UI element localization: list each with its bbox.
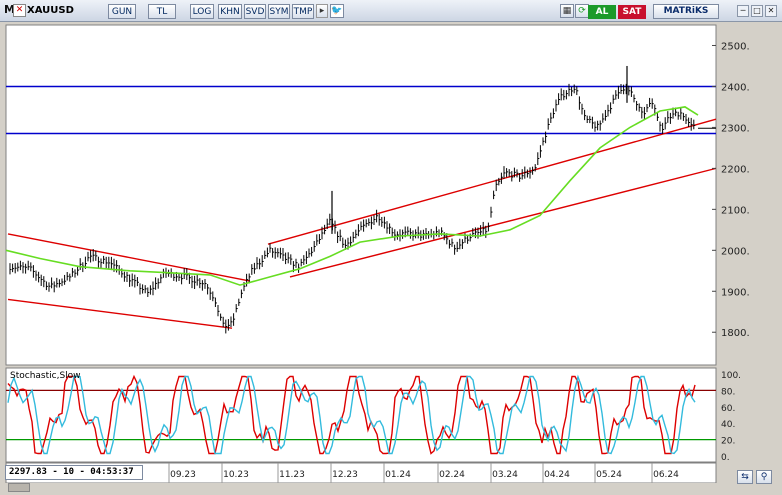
up-channel-lower	[289, 167, 717, 278]
stochastic-d-line	[7, 374, 696, 455]
stochastic-axis-label: 40.	[721, 420, 735, 430]
time-axis-label: 10.23	[223, 470, 249, 480]
restore-icon[interactable]: □	[751, 5, 763, 17]
svd-button[interactable]: SVD	[244, 4, 266, 19]
refresh-icon[interactable]: ⟳	[575, 4, 589, 18]
time-axis-label: 05.24	[596, 470, 622, 480]
menu-letter[interactable]: M	[4, 3, 15, 16]
daily-period-button[interactable]: GUN	[108, 4, 136, 19]
stochastic-panel	[5, 367, 717, 463]
stochastic-axis-label: 60.	[721, 404, 735, 414]
price-axis-label: 2000.	[721, 246, 750, 257]
price-axis-label: 2400.	[721, 82, 750, 93]
sell-button[interactable]: SAT	[618, 5, 646, 19]
twitter-icon[interactable]: 🐦	[330, 4, 344, 18]
stochastic-axis-label: 100.	[721, 371, 741, 381]
stochastic-indicator-label: Stochastic,Slow	[10, 371, 81, 381]
up-channel-upper	[267, 118, 717, 245]
price-axis-label: 2200.	[721, 164, 750, 175]
currency-tl-button[interactable]: TL	[148, 4, 176, 19]
close-icon[interactable]: ✕	[765, 5, 777, 17]
price-status-readout: 2297.83 - 10 - 04:53:37	[5, 465, 143, 480]
price-axis-label: 1800.	[721, 328, 750, 339]
chart-toolbar: M ✕ XAUUSD GUN TL LOG KHN SVD SYM TMP ▸ …	[0, 0, 782, 22]
down-channel-lower	[7, 298, 233, 329]
buy-button[interactable]: AL	[588, 5, 616, 19]
main-panel	[5, 24, 717, 366]
time-axis-label: 02.24	[439, 470, 465, 480]
matriks-brand: MATRiKS	[653, 4, 719, 19]
time-axis-label: 03.24	[492, 470, 518, 480]
stochastic-axis-label: 80.	[721, 387, 735, 397]
price-axis-label: 1900.	[721, 287, 750, 298]
price-axis-label: 2300.	[721, 123, 750, 134]
stochastic-axis-label: 20.	[721, 437, 735, 447]
scroll-sync-icon[interactable]: ⇆	[737, 470, 753, 484]
time-axis-label: 12.23	[332, 470, 358, 480]
price-chart[interactable]: 2500. 2400. 2300. 2200. 2100. 2000. 1900. 1800.…	[0, 22, 782, 484]
stochastic-axis-label: 0.	[721, 453, 730, 463]
minimize-icon[interactable]: ─	[737, 5, 749, 17]
zoom-icon[interactable]: ⚲	[756, 470, 772, 484]
price-axis-label: 2500.	[721, 41, 750, 52]
time-axis-label: 11.23	[279, 470, 305, 480]
horizontal-scrollbar[interactable]	[0, 483, 782, 495]
scrollbar-thumb[interactable]	[8, 483, 30, 492]
down-channel-upper	[7, 233, 251, 282]
close-symbol-icon[interactable]: ✕	[13, 4, 26, 17]
toolbar-arrow-icon[interactable]: ▸	[316, 4, 328, 18]
time-axis-label: 09.23	[170, 470, 196, 480]
khn-button[interactable]: KHN	[218, 4, 242, 19]
time-axis-label: 01.24	[385, 470, 411, 480]
stochastic-k-line	[7, 374, 696, 455]
symbol-name[interactable]: XAUUSD	[27, 5, 74, 16]
time-axis-label: 04.24	[544, 470, 570, 480]
sym-button[interactable]: SYM	[268, 4, 290, 19]
time-axis-label: 06.24	[653, 470, 679, 480]
moving-average-line	[5, 106, 699, 286]
tmp-button[interactable]: TMP	[292, 4, 314, 19]
log-scale-button[interactable]: LOG	[190, 4, 214, 19]
grid-icon[interactable]: ▦	[560, 4, 574, 18]
price-axis-label: 2100.	[721, 205, 750, 216]
